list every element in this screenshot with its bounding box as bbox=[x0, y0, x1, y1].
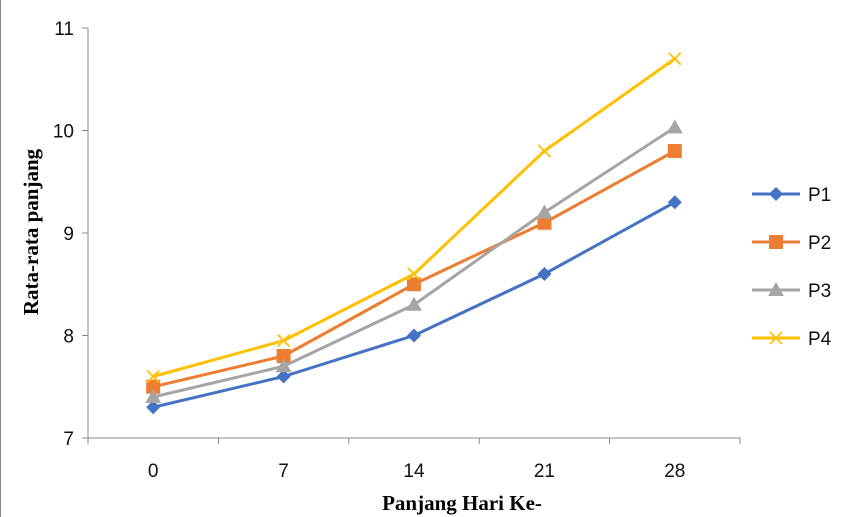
data-point bbox=[537, 267, 552, 281]
series-p2 bbox=[146, 144, 682, 394]
legend: P1 P2 P3 P4 bbox=[752, 185, 832, 350]
legend-item-p3: P3 bbox=[752, 281, 831, 302]
data-point bbox=[667, 144, 682, 158]
legend-item-p4: P4 bbox=[752, 329, 832, 350]
data-point bbox=[537, 144, 552, 158]
data-point bbox=[276, 369, 291, 384]
y-tick-label: 9 bbox=[63, 224, 74, 245]
data-point bbox=[407, 277, 421, 292]
data-point bbox=[275, 358, 292, 373]
legend-item-p2: P2 bbox=[752, 233, 831, 254]
legend-label: P2 bbox=[808, 233, 831, 254]
y-tick-label: 8 bbox=[63, 327, 74, 348]
series-p4 bbox=[146, 52, 682, 384]
y-tick-label: 10 bbox=[53, 122, 74, 143]
legend-marker bbox=[769, 331, 783, 345]
data-point bbox=[146, 400, 161, 415]
series-layer bbox=[145, 52, 683, 415]
y-tick-label: 7 bbox=[63, 429, 74, 450]
x-tick-label: 7 bbox=[278, 461, 289, 482]
data-point bbox=[407, 328, 421, 343]
data-point bbox=[276, 333, 291, 348]
data-point bbox=[667, 195, 682, 210]
data-point bbox=[536, 204, 553, 219]
data-point bbox=[146, 379, 161, 394]
series-line bbox=[151, 125, 677, 399]
legend-label: P3 bbox=[808, 281, 831, 302]
y-tick-label: 11 bbox=[54, 19, 74, 40]
x-tick-label: 0 bbox=[148, 461, 159, 482]
x-tick-label: 28 bbox=[664, 461, 685, 482]
x-tick-label: 14 bbox=[403, 461, 425, 482]
legend-label: P4 bbox=[808, 329, 832, 350]
legend-label: P1 bbox=[808, 185, 831, 206]
x-tick-marks bbox=[87, 438, 741, 444]
series-p3 bbox=[145, 119, 683, 403]
y-tick-labels: 7 8 9 10 11 bbox=[53, 19, 74, 450]
legend-item-p1: P1 bbox=[752, 185, 831, 206]
x-tick-labels: 0 7 14 21 28 bbox=[148, 461, 685, 482]
x-tick-label: 21 bbox=[534, 461, 555, 482]
legend-marker bbox=[768, 282, 784, 296]
series-p1 bbox=[146, 195, 682, 415]
data-point bbox=[668, 52, 682, 66]
data-point bbox=[407, 267, 421, 281]
x-axis-title: Panjang Hari Ke- bbox=[382, 491, 542, 515]
data-point bbox=[146, 369, 160, 384]
data-point bbox=[145, 389, 162, 403]
legend-marker bbox=[769, 235, 783, 249]
series-line bbox=[151, 149, 677, 389]
data-point bbox=[537, 215, 552, 230]
y-axis-title: Rata-rata panjang bbox=[19, 148, 43, 315]
legend-marker bbox=[769, 187, 783, 201]
data-point bbox=[276, 349, 291, 363]
data-point bbox=[666, 119, 683, 134]
y-tick-marks bbox=[82, 27, 88, 439]
data-point bbox=[406, 296, 422, 311]
